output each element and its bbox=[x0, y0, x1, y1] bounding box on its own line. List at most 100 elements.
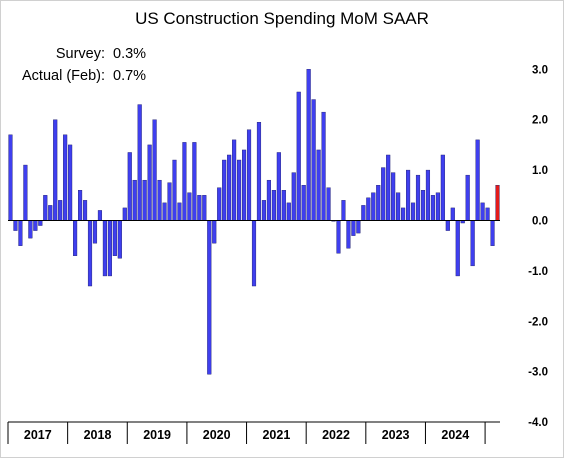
bar bbox=[48, 205, 53, 221]
bar bbox=[281, 190, 286, 221]
bar bbox=[43, 195, 48, 221]
bar bbox=[261, 200, 267, 221]
bar bbox=[117, 220, 122, 259]
y-tick-label: -2.0 bbox=[528, 316, 548, 328]
bar bbox=[237, 159, 242, 221]
bar bbox=[92, 220, 98, 244]
bar bbox=[58, 200, 63, 221]
bar bbox=[246, 129, 252, 221]
bar bbox=[376, 185, 381, 221]
bar bbox=[13, 220, 18, 231]
bar-latest bbox=[495, 185, 500, 221]
bar bbox=[18, 220, 23, 246]
bar bbox=[485, 207, 490, 221]
bar bbox=[401, 207, 406, 221]
bar bbox=[286, 202, 291, 221]
bar bbox=[207, 220, 212, 375]
bar bbox=[326, 187, 331, 221]
bar bbox=[232, 139, 237, 221]
bar bbox=[28, 220, 33, 239]
x-axis: 2017 2018 2019 2020 2021 2022 2023 2024 bbox=[7, 421, 500, 444]
bar bbox=[112, 220, 117, 256]
bar bbox=[356, 220, 361, 234]
bar bbox=[306, 69, 311, 221]
bar bbox=[192, 142, 197, 221]
y-tick-label: 3.0 bbox=[532, 64, 548, 76]
bar bbox=[381, 167, 386, 221]
bar bbox=[351, 220, 356, 236]
bar bbox=[396, 192, 401, 221]
bar bbox=[38, 220, 43, 226]
bar bbox=[162, 202, 167, 221]
y-tick-label: 1.0 bbox=[532, 165, 548, 177]
bar bbox=[217, 187, 222, 221]
bar bbox=[425, 169, 431, 221]
bar bbox=[475, 139, 480, 221]
bar bbox=[157, 179, 162, 221]
bar bbox=[82, 200, 88, 221]
bar bbox=[336, 220, 341, 254]
bar bbox=[97, 210, 103, 221]
year-label: 2021 bbox=[262, 428, 290, 442]
bar bbox=[167, 182, 172, 221]
year-label: 2023 bbox=[382, 428, 410, 442]
bar bbox=[137, 104, 142, 221]
bar bbox=[202, 195, 207, 221]
bar bbox=[266, 179, 271, 221]
bar bbox=[470, 220, 475, 267]
bar-series bbox=[8, 69, 500, 375]
bar bbox=[316, 149, 321, 221]
bar bbox=[107, 220, 112, 277]
bar bbox=[420, 190, 426, 221]
bar bbox=[142, 179, 147, 221]
bar bbox=[440, 154, 445, 221]
bar bbox=[73, 220, 78, 256]
bar bbox=[291, 172, 296, 221]
bar bbox=[445, 220, 450, 231]
survey-value: 0.3% bbox=[113, 46, 146, 62]
bar bbox=[366, 197, 371, 221]
bar bbox=[455, 220, 460, 277]
year-label: 2019 bbox=[143, 428, 171, 442]
bar bbox=[63, 134, 68, 221]
bar bbox=[256, 122, 262, 221]
bar bbox=[371, 192, 376, 221]
bar bbox=[222, 159, 227, 221]
chart-title: US Construction Spending MoM SAAR bbox=[135, 9, 429, 28]
bar bbox=[197, 195, 202, 221]
bar bbox=[127, 152, 132, 221]
bar bbox=[177, 202, 182, 221]
bar bbox=[102, 220, 107, 277]
bar bbox=[430, 195, 435, 221]
year-label: 2022 bbox=[322, 428, 350, 442]
bar bbox=[122, 207, 127, 221]
y-tick-label: 2.0 bbox=[532, 115, 548, 127]
bar bbox=[450, 207, 455, 221]
bar bbox=[410, 202, 416, 221]
bar bbox=[77, 190, 83, 221]
y-tick-label: 0.0 bbox=[532, 216, 548, 228]
actual-value: 0.7% bbox=[113, 68, 146, 84]
bar bbox=[8, 134, 13, 221]
year-label: 2020 bbox=[203, 428, 231, 442]
bar bbox=[276, 152, 281, 221]
bar bbox=[33, 220, 38, 231]
bar bbox=[241, 149, 247, 221]
actual-label: Actual (Feb): bbox=[22, 68, 105, 84]
bar bbox=[227, 154, 232, 221]
bar bbox=[341, 200, 346, 221]
bar bbox=[132, 179, 137, 221]
bar bbox=[490, 220, 495, 246]
year-label: 2024 bbox=[441, 428, 469, 442]
bar bbox=[68, 144, 73, 221]
bar bbox=[53, 119, 58, 221]
y-tick-label: -1.0 bbox=[528, 266, 548, 278]
bar bbox=[147, 144, 152, 221]
y-tick-label: -3.0 bbox=[528, 367, 548, 379]
bar bbox=[87, 220, 93, 287]
bar bbox=[346, 220, 351, 249]
bar bbox=[391, 172, 396, 221]
year-label: 2017 bbox=[24, 428, 52, 442]
bar bbox=[435, 192, 440, 221]
